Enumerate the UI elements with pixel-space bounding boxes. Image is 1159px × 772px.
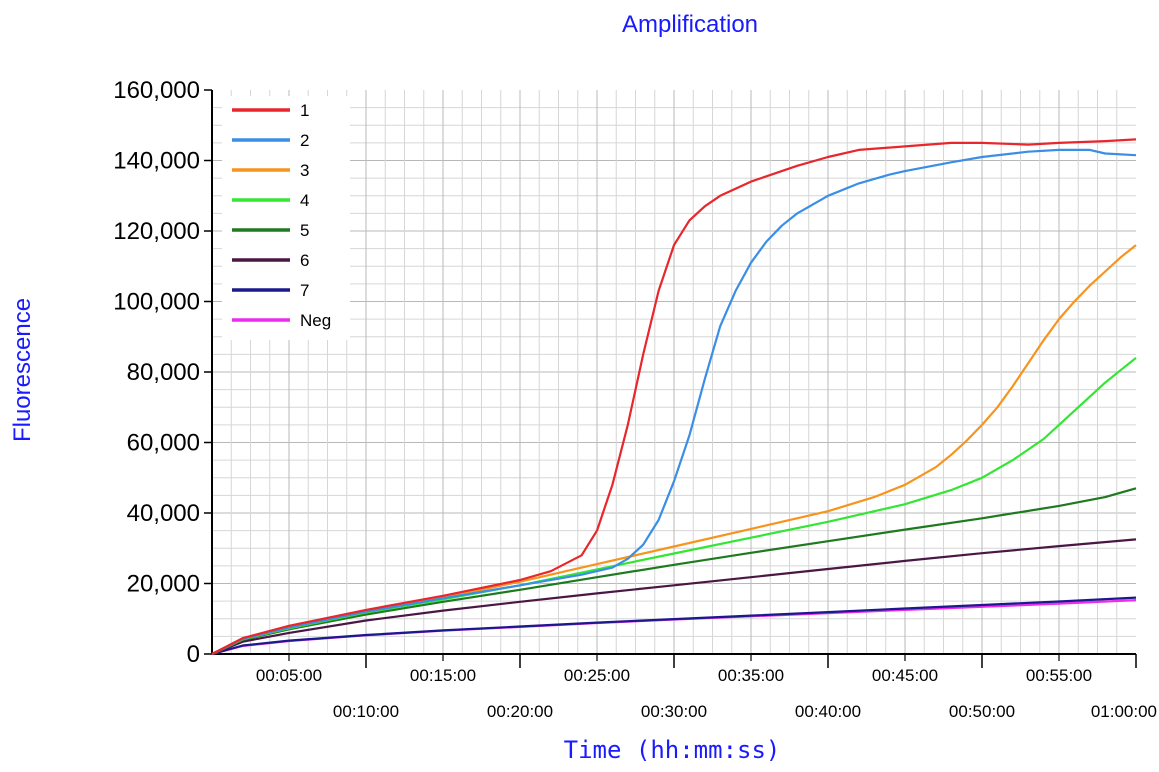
legend-label-6: 6 xyxy=(300,251,309,270)
x-tick-label-lower: 01:00:00 xyxy=(1091,702,1157,721)
y-tick-label: 140,000 xyxy=(113,148,200,175)
legend-label-neg: Neg xyxy=(300,311,331,330)
legend: 1 2 3 4 5 6 7 Neg xyxy=(222,96,350,340)
x-tick-label-upper: 00:15:00 xyxy=(410,666,476,685)
y-tick-label: 20,000 xyxy=(127,571,200,598)
series-line-6 xyxy=(211,538,1137,656)
x-axis-label: Time (hh:mm:ss) xyxy=(564,736,781,764)
legend-label-2: 2 xyxy=(300,131,309,150)
legend-label-3: 3 xyxy=(300,161,309,180)
y-tick-label: 40,000 xyxy=(127,500,200,527)
y-tick-label: 120,000 xyxy=(113,218,200,245)
grid xyxy=(212,90,1136,654)
series-line-3 xyxy=(211,244,1137,655)
x-tick-label-lower: 00:50:00 xyxy=(949,702,1015,721)
x-tick-label-lower: 00:10:00 xyxy=(333,702,399,721)
y-tick-label: 160,000 xyxy=(113,77,200,104)
y-tick-label: 0 xyxy=(187,641,200,668)
legend-label-1: 1 xyxy=(300,101,309,120)
series-line-5 xyxy=(211,487,1137,656)
x-tick-label-upper: 00:25:00 xyxy=(564,666,630,685)
y-tick-label: 100,000 xyxy=(113,289,200,316)
series-line-1 xyxy=(211,138,1137,655)
series-lines xyxy=(211,138,1137,656)
x-tick-label-upper: 00:05:00 xyxy=(256,666,322,685)
x-tick-label-lower: 00:40:00 xyxy=(795,702,861,721)
x-tick-label-upper: 00:55:00 xyxy=(1026,666,1092,685)
y-tick-label: 60,000 xyxy=(127,430,200,457)
series-line-7 xyxy=(211,596,1137,656)
x-tick-label-lower: 00:20:00 xyxy=(487,702,553,721)
legend-box xyxy=(222,96,350,340)
x-tick-label-lower: 00:30:00 xyxy=(641,702,707,721)
chart-title: Amplification xyxy=(622,11,758,38)
y-tick-label: 80,000 xyxy=(127,359,200,386)
x-tick-label-upper: 00:35:00 xyxy=(718,666,784,685)
y-axis-label: Fluorescence xyxy=(9,298,36,442)
axes: 0 20,000 40,000 60,000 80,000 100,000 120,000 1… xyxy=(113,77,1157,721)
legend-label-7: 7 xyxy=(300,281,309,300)
x-tick-label-upper: 00:45:00 xyxy=(872,666,938,685)
series-line-2 xyxy=(211,148,1137,655)
legend-label-4: 4 xyxy=(300,191,309,210)
legend-label-5: 5 xyxy=(300,221,309,240)
